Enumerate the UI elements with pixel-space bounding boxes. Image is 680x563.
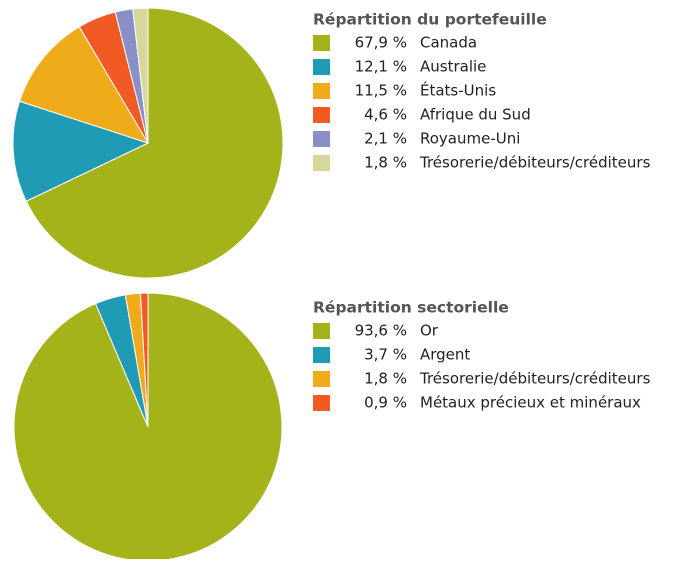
legend-swatch [313,131,330,147]
legend-label: Afrique du Sud [420,106,531,124]
legend-swatch [313,395,330,411]
legend-swatch [313,371,330,387]
legend-swatch [313,83,330,99]
legend-label: États-Unis [420,81,496,100]
legend-value: 93,6 % [355,322,407,340]
pie-slice [132,7,149,144]
legend-title: Répartition du portefeuille [313,11,547,29]
legend-label: Canada [420,34,477,52]
legend-value: 1,8 % [364,370,407,388]
pie-slice [139,292,149,428]
legend-value: 12,1 % [355,58,407,76]
legend-value: 67,9 % [355,34,407,52]
pie-slice [25,7,284,279]
pie-slice [18,26,150,144]
legend-value: 1,8 % [364,154,407,172]
legend-label: Trésorerie/débiteurs/créditeurs [419,154,651,172]
legend-swatch [313,347,330,363]
legend-label: Métaux précieux et minéraux [420,394,641,412]
legend-value: 4,6 % [364,106,407,124]
legend-label: Or [420,322,439,340]
legend-swatch [313,35,330,51]
legend-swatch [313,155,330,171]
legend-swatch [313,59,330,75]
legend-swatch [313,323,330,339]
legend-value: 2,1 % [364,130,407,148]
legend-label: Trésorerie/débiteurs/créditeurs [419,370,651,388]
legend-title: Répartition sectorielle [313,299,509,317]
legend-label: Royaume-Uni [420,130,520,148]
legend-swatch [313,107,330,123]
legend-value: 11,5 % [355,82,407,100]
legend-value: 0,9 % [364,394,407,412]
legend-label: Argent [420,346,470,364]
legend-value: 3,7 % [364,346,407,364]
pie-slice [12,100,150,202]
legend-label: Australie [420,58,486,76]
